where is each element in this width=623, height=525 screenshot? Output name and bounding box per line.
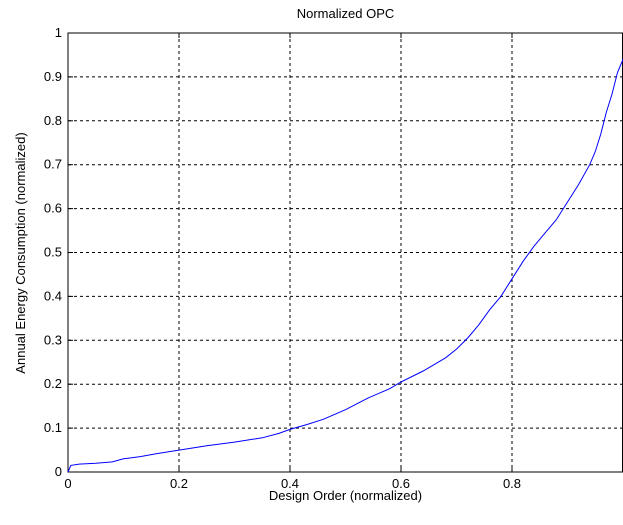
y-tick-label: 0.2 (44, 376, 62, 391)
x-tick-label: 0.8 (503, 476, 521, 491)
chart-title: Normalized OPC (296, 6, 395, 21)
x-ticks: 0 0.2 0.4 0.6 0.8 (64, 33, 521, 491)
x-tick-label: 0 (64, 476, 71, 491)
x-tick-label: 0.4 (281, 476, 299, 491)
y-tick-label: 0.9 (44, 69, 62, 84)
x-axis-label: Design Order (normalized) (268, 488, 423, 503)
grid (68, 33, 623, 472)
y-tick-label: 0.1 (44, 420, 62, 435)
y-tick-label: 0.5 (44, 245, 62, 260)
y-axis-label: Annual Energy Consumption (normalized) (13, 132, 28, 374)
y-ticks: 0 0.1 0.2 0.3 0.4 0.5 0.6 0.7 0.8 0.9 1 (44, 25, 73, 479)
series-line (67, 59, 623, 473)
series (67, 59, 623, 473)
y-tick-label: 0.8 (44, 113, 62, 128)
y-tick-label: 0.3 (44, 332, 62, 347)
y-tick-label: 0.7 (44, 157, 62, 172)
x-tick-label: 0.2 (170, 476, 188, 491)
y-tick-label: 0.4 (44, 288, 62, 303)
x-tick-label: 0.6 (392, 476, 410, 491)
y-tick-label: 0.6 (44, 201, 62, 216)
y-tick-label: 0 (55, 464, 62, 479)
y-tick-label: 1 (55, 25, 62, 40)
